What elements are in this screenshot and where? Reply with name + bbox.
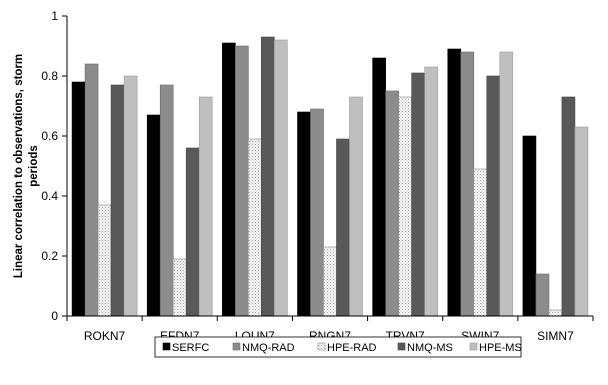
- legend-label-hpe-rad: HPE-RAD: [327, 342, 377, 354]
- bar-hpe-ms-trvn7: [424, 66, 438, 317]
- bar-hpe-rad-efdn7: [172, 258, 187, 317]
- bar-nmq-rad-simn7: [535, 273, 550, 317]
- bar-nmq-ms-rngn7: [336, 138, 350, 317]
- bar-hpe-rad-rokn7: [97, 204, 112, 317]
- y-axis-title-line-2: periods: [28, 145, 40, 187]
- y-tick-label: 0.2: [41, 249, 58, 263]
- bar-nmq-rad-rngn7: [310, 108, 324, 317]
- bar-nmq-ms-rokn7: [110, 84, 125, 317]
- y-tick-label: 0.6: [41, 129, 58, 143]
- bar-hpe-ms-rngn7: [349, 96, 363, 317]
- legend-items: SERFC NMQ-RAD HPE-RAD NMQ-MS HPE-MS: [162, 342, 522, 354]
- legend-swatch-hpe-ms: [469, 342, 478, 351]
- legend-label-hpe-ms: HPE-MS: [479, 342, 522, 354]
- bar-hpe-rad-rngn7: [323, 246, 337, 317]
- bar-nmq-rad-trvn7: [385, 90, 399, 317]
- bar-nmq-rad-efdn7: [159, 84, 174, 317]
- legend-label-nmq-ms: NMQ-MS: [407, 342, 453, 354]
- bar-hpe-rad-simn7: [548, 309, 563, 317]
- legend-box: [154, 336, 522, 358]
- bar-serfc-simn7: [522, 135, 537, 317]
- legend-swatch-nmq-ms: [397, 342, 406, 351]
- y-axis-title-line-1: Linear correlation to observations, stor…: [13, 54, 25, 278]
- bar-serfc-swin7: [447, 48, 462, 317]
- x-tick-label: SIMN7: [537, 329, 574, 343]
- bar-nmq-ms-efdn7: [185, 147, 200, 317]
- bar-serfc-loun7: [222, 42, 236, 317]
- bar-nmq-ms-loun7: [261, 36, 275, 317]
- bar-hpe-ms-rokn7: [123, 75, 138, 317]
- bar-serfc-rokn7: [71, 81, 86, 317]
- bar-nmq-ms-swin7: [486, 75, 501, 317]
- y-tick-label: 1: [51, 9, 58, 23]
- y-tick-label: 0: [51, 309, 58, 323]
- legend-swatch-serfc: [162, 342, 171, 351]
- y-tick-label: 0.8: [41, 69, 58, 83]
- bar-serfc-rngn7: [297, 111, 311, 317]
- bar-hpe-ms-efdn7: [198, 96, 213, 317]
- bar-nmq-rad-loun7: [235, 45, 249, 317]
- x-tick-label: ROKN7: [84, 329, 126, 343]
- legend-swatch-hpe-rad: [317, 342, 326, 351]
- bar-area: [66, 36, 594, 321]
- bar-hpe-ms-swin7: [499, 51, 514, 317]
- legend-swatch-nmq-rad: [232, 342, 241, 351]
- legend: SERFC NMQ-RAD HPE-RAD NMQ-MS HPE-MS: [154, 336, 522, 358]
- bar-serfc-efdn7: [146, 114, 161, 317]
- bar-serfc-trvn7: [372, 57, 386, 317]
- bar-nmq-ms-simn7: [561, 96, 576, 317]
- bar-hpe-ms-simn7: [574, 126, 589, 317]
- legend-label-serfc: SERFC: [172, 342, 209, 354]
- legend-label-nmq-rad: NMQ-RAD: [242, 342, 295, 354]
- y-tick-label: 0.4: [41, 189, 58, 203]
- bar-nmq-rad-swin7: [460, 51, 475, 317]
- bar-hpe-rad-trvn7: [398, 96, 412, 317]
- bar-hpe-rad-loun7: [248, 138, 262, 317]
- bar-nmq-rad-rokn7: [84, 63, 99, 317]
- y-axis-title: Linear correlation to observations, stor…: [13, 54, 40, 278]
- bar-hpe-ms-loun7: [274, 39, 288, 317]
- bar-hpe-rad-swin7: [473, 168, 488, 317]
- y-axis: 0 0.2 0.4 0.6 0.8 1: [41, 9, 67, 323]
- bar-nmq-ms-trvn7: [411, 72, 425, 317]
